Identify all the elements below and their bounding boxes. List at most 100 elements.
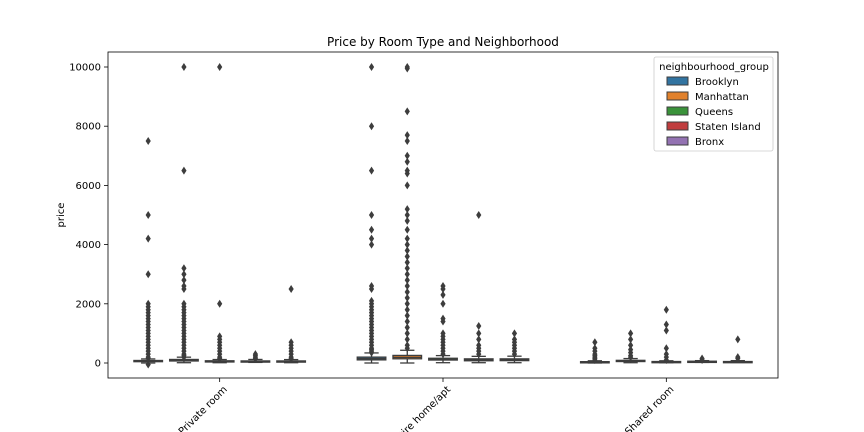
outlier-point [404, 216, 410, 225]
outlier-point [145, 137, 151, 145]
outlier-point [663, 344, 669, 353]
outlier-point [404, 287, 410, 296]
outlier-point [368, 211, 375, 219]
x-tick-label: Entire home/apt [388, 384, 453, 432]
outlier-point [288, 354, 294, 363]
outlier-point [404, 311, 410, 320]
outlier-point [181, 166, 187, 175]
plot-area [133, 63, 753, 369]
outlier-point [368, 234, 375, 243]
outlier-point [145, 354, 151, 363]
outlier-point [217, 354, 223, 363]
outlier-point [628, 335, 634, 344]
outlier-point [404, 335, 410, 344]
outlier-point [663, 326, 669, 335]
outlier-point [181, 276, 187, 285]
outlier-point [511, 329, 518, 338]
outlier-point [663, 305, 669, 314]
outlier-point [368, 285, 375, 293]
outlier-point [440, 350, 446, 359]
outlier-point [628, 329, 634, 338]
outlier-point [404, 293, 410, 302]
x-tick-label: Shared room [623, 384, 676, 432]
outlier-point [217, 63, 223, 71]
box-bronx-2 [722, 335, 753, 364]
box-manhattan-1 [392, 63, 423, 364]
outlier-point [404, 299, 410, 308]
outlier-point [288, 285, 294, 293]
outlier-point [404, 225, 410, 234]
outlier-point [404, 181, 410, 190]
box-queens-2 [651, 305, 682, 365]
outlier-point [368, 348, 375, 357]
y-tick-label: 6000 [76, 181, 101, 192]
outlier-point [404, 344, 410, 353]
outlier-point [663, 356, 669, 365]
chart-title: Price by Room Type and Neighborhood [327, 35, 559, 49]
legend-label: Brooklyn [695, 77, 739, 88]
outlier-point [476, 350, 482, 359]
outlier-point [592, 338, 598, 347]
outlier-point [511, 350, 518, 359]
outlier-point [145, 270, 151, 279]
y-tick-label: 4000 [76, 240, 101, 251]
outlier-point [404, 211, 410, 219]
outlier-point [404, 205, 410, 214]
outlier-point [663, 320, 669, 329]
y-tick-label: 8000 [76, 122, 101, 133]
outlier-point [476, 211, 482, 219]
outlier-point [440, 285, 446, 293]
outlier-point [404, 64, 410, 73]
legend-label: Staten Island [695, 122, 761, 133]
outlier-point [404, 329, 410, 338]
box-queens-1 [428, 282, 458, 364]
box-staten-island-2 [687, 354, 718, 365]
box-queens-0 [204, 63, 235, 364]
box-brooklyn-0 [133, 137, 164, 369]
outlier-point [404, 305, 410, 314]
outlier-point [735, 354, 741, 363]
box-manhattan-2 [615, 329, 646, 364]
outlier-point [404, 264, 410, 273]
outlier-point [404, 323, 410, 332]
outlier-point [699, 356, 705, 365]
outlier-point [440, 317, 446, 326]
outlier-point [404, 282, 410, 291]
outlier-point [368, 122, 375, 131]
outlier-point [252, 354, 258, 363]
outlier-point [368, 240, 375, 249]
outlier-point [404, 270, 410, 279]
y-tick-label: 0 [95, 359, 101, 370]
outlier-point [181, 270, 187, 279]
outlier-point [404, 317, 410, 326]
box-bronx-0 [276, 285, 307, 364]
outlier-point [404, 258, 410, 267]
outlier-point [404, 252, 410, 261]
outlier-point [404, 240, 410, 249]
legend-label: Bronx [695, 137, 724, 148]
outlier-point [628, 353, 634, 362]
outlier-point [368, 166, 375, 175]
legend-swatch-brooklyn [666, 76, 689, 86]
box-manhattan-0 [168, 63, 199, 364]
legend-swatch-staten-island [666, 121, 689, 131]
outlier-point [181, 264, 187, 273]
y-tick-label: 10000 [69, 63, 101, 74]
outlier-point [628, 341, 634, 350]
outlier-point [217, 299, 223, 308]
outlier-point [368, 63, 375, 71]
legend-label: Queens [695, 107, 733, 118]
legend-label: Manhattan [695, 92, 749, 103]
outlier-point [476, 335, 482, 344]
box-staten-island-0 [240, 350, 271, 364]
legend-swatch-bronx [666, 136, 689, 146]
outlier-point [735, 335, 741, 344]
outlier-point [404, 157, 410, 166]
outlier-point [404, 107, 410, 116]
legend-swatch-manhattan [666, 91, 689, 101]
y-tick-label: 2000 [76, 299, 101, 310]
outlier-point [440, 299, 446, 308]
outlier-point [592, 356, 598, 365]
outlier-point [145, 234, 151, 243]
outlier-point [440, 290, 446, 299]
